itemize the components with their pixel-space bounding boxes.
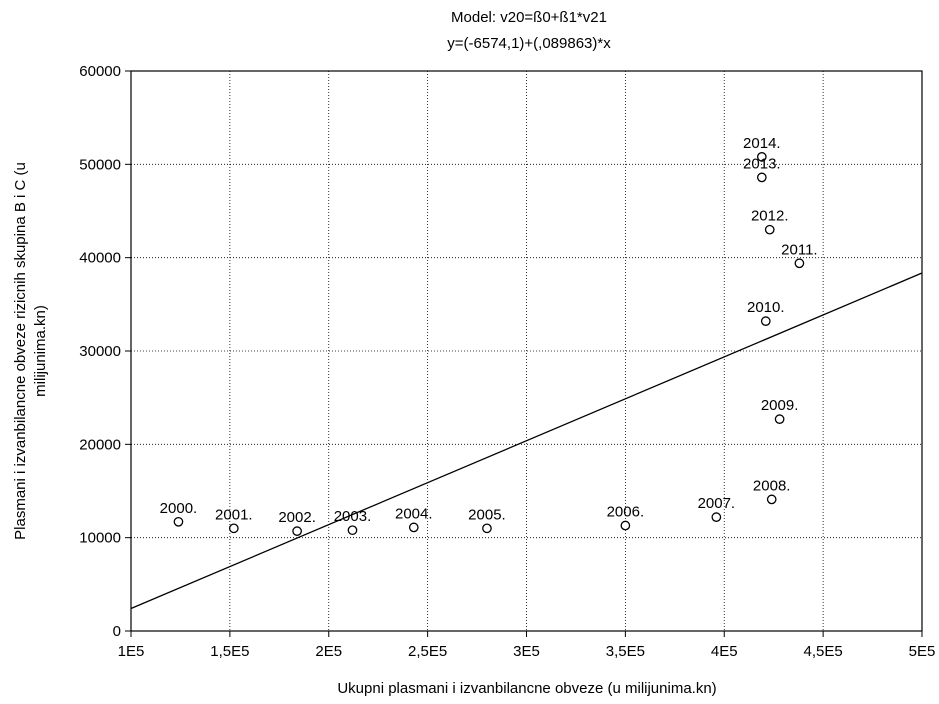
data-point: [292, 526, 302, 536]
data-point: [774, 414, 785, 424]
data-point-label: 2010.: [747, 299, 785, 316]
y-tick-label: 10000: [79, 530, 121, 547]
y-tick-label: 60000: [79, 63, 121, 80]
data-point-label: 2012.: [751, 208, 789, 225]
data-point-label: 2002.: [278, 509, 316, 526]
data-point: [173, 516, 184, 527]
data-point: [760, 316, 771, 326]
regression-line: [130, 272, 923, 610]
data-point-label: 2005.: [468, 506, 506, 523]
data-point: [794, 258, 805, 269]
data-point-label: 2008.: [753, 477, 791, 494]
y-tick-label: 0: [113, 623, 121, 640]
y-tick-label: 30000: [79, 343, 121, 360]
y-axis-label-line2: milijunima.kn): [32, 305, 49, 397]
data-point-label: 2011.: [781, 241, 817, 258]
data-point-label: 2013.: [743, 155, 781, 172]
x-tick-label: 4E5: [711, 643, 738, 660]
y-tick-label: 20000: [79, 436, 121, 453]
data-point: [756, 172, 767, 183]
x-tick-label: 2,5E5: [408, 643, 447, 660]
data-point-label: 2001.: [215, 506, 253, 523]
data-point-label: 2000.: [160, 500, 198, 517]
data-point: [482, 523, 492, 534]
data-point: [347, 525, 358, 536]
data-point: [766, 494, 777, 505]
y-tick-label: 40000: [79, 250, 121, 267]
x-tick-label: 5E5: [909, 643, 936, 660]
chart-title-line1: Model: v20=ß0+ß1*v21: [451, 9, 607, 26]
point-labels: 2000. 2001. 2002. 2003. 2004. 2005. 2006. 2007.…: [160, 135, 818, 526]
data-point: [228, 523, 239, 534]
data-point: [764, 224, 775, 235]
x-tick-label: 4,5E5: [804, 643, 843, 660]
x-tick-label: 3,5E5: [606, 643, 645, 660]
data-point-label: 2006.: [607, 504, 645, 521]
data-point-label: 2003.: [334, 508, 372, 525]
x-tick-labels: 1E5 1,5E5 2E5 2,5E5 3E5 3,5E5 4E5 4,5E5 5E5: [118, 643, 936, 660]
grid: [131, 71, 922, 631]
chart-title-line2: y=(-6574,1)+(,089863)*x: [447, 35, 611, 52]
data-points: [173, 152, 805, 536]
data-point-label: 2004.: [395, 505, 433, 522]
data-point: [711, 512, 722, 522]
data-point: [620, 520, 631, 531]
x-axis-label: Ukupni plasmani i izvanbilancne obveze (…: [337, 680, 716, 697]
data-point: [408, 522, 419, 533]
x-tick-label: 1,5E5: [210, 643, 249, 660]
y-axis-label-line1: Plasmani i izvanbilancne obveze rizicnih…: [12, 162, 29, 540]
axis-ticks: [125, 70, 923, 637]
x-tick-label: 1E5: [118, 643, 145, 660]
data-point: [756, 152, 767, 162]
y-tick-labels: 0 10000 20000 30000 40000 50000 60000: [79, 63, 121, 640]
x-tick-label: 3E5: [513, 643, 540, 660]
data-point-label: 2007.: [698, 495, 736, 512]
x-tick-label: 2E5: [315, 643, 342, 660]
data-point-label: 2014.: [743, 135, 781, 152]
y-tick-label: 50000: [79, 156, 121, 173]
data-point-label: 2009.: [761, 397, 799, 414]
